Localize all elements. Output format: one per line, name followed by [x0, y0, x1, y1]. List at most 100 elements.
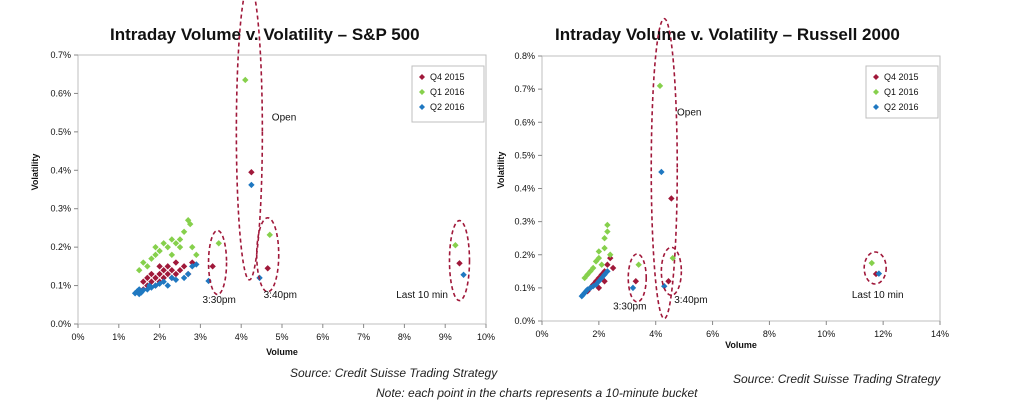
legend-marker-q2-2016 — [873, 104, 879, 110]
x-tick-label: 0% — [71, 332, 84, 342]
data-point-q1-2016 — [604, 228, 611, 235]
data-point-q1-2016 — [180, 228, 188, 235]
y-tick-label: 0.6% — [514, 117, 535, 127]
data-point-q1-2016 — [140, 259, 147, 266]
data-point-q4-2015 — [152, 274, 159, 282]
x-tick-label: 1% — [112, 332, 125, 342]
data-point-q2-2016 — [604, 268, 611, 275]
data-point-q4-2015 — [668, 195, 675, 202]
annotation-label: Open — [677, 108, 701, 119]
legend-marker-q2-2016 — [419, 104, 425, 110]
data-point-q2-2016 — [164, 282, 171, 289]
y-axis-label: Volatility — [30, 154, 40, 191]
x-tick-label: 2% — [592, 329, 605, 339]
data-point-q2-2016 — [180, 274, 188, 282]
annotation-label: 3:40pm — [264, 290, 297, 301]
highlight-ellipse — [235, 0, 264, 281]
data-point-q1-2016 — [164, 243, 171, 251]
source-note-left: Source: Credit Suisse Trading Strategy — [290, 366, 498, 380]
data-point-q4-2015 — [156, 270, 163, 278]
data-point-q4-2015 — [248, 169, 255, 176]
data-point-q1-2016 — [656, 82, 664, 90]
data-point-q2-2016 — [658, 168, 665, 176]
highlight-ellipse — [255, 217, 280, 293]
annotation-label: Open — [272, 112, 296, 123]
legend-label-q4-2015: Q4 2015 — [430, 72, 465, 82]
data-point-q4-2015 — [665, 278, 672, 285]
data-point-q1-2016 — [156, 247, 163, 255]
highlight-ellipse — [627, 253, 648, 303]
data-point-q1-2016 — [148, 255, 155, 262]
y-tick-label: 0.2% — [50, 242, 71, 252]
x-tick-label: 3% — [194, 332, 207, 342]
source-note-right: Source: Credit Suisse Trading Strategy — [733, 372, 941, 386]
y-tick-label: 0.0% — [514, 316, 535, 326]
x-tick-label: 5% — [275, 332, 288, 342]
y-tick-label: 0.7% — [514, 84, 535, 94]
y-tick-label: 0.4% — [50, 165, 71, 175]
x-tick-label: 9% — [439, 332, 452, 342]
y-tick-label: 0.3% — [50, 204, 71, 214]
y-tick-label: 0.6% — [50, 88, 71, 98]
data-point-q4-2015 — [140, 278, 147, 285]
data-point-q1-2016 — [172, 240, 180, 247]
y-tick-label: 0.4% — [514, 184, 535, 194]
russell2000-chart-title: Intraday Volume v. Volatility – Russell … — [555, 25, 900, 44]
data-point-q2-2016 — [172, 276, 180, 284]
y-tick-label: 0.0% — [50, 319, 71, 329]
data-point-q1-2016 — [144, 263, 151, 270]
x-tick-label: 4% — [235, 332, 248, 342]
y-axis-label: Volatility — [496, 152, 506, 189]
data-point-q1-2016 — [152, 251, 159, 259]
data-point-q4-2015 — [160, 267, 167, 274]
annotation-label: Last 10 min — [396, 290, 448, 301]
highlight-ellipse — [650, 17, 679, 320]
data-point-q2-2016 — [595, 278, 603, 285]
data-point-q1-2016 — [168, 236, 176, 243]
data-point-q4-2015 — [609, 264, 617, 272]
x-tick-label: 10% — [817, 329, 835, 339]
data-point-q2-2016 — [875, 270, 883, 277]
legend-marker-q1-2016 — [873, 89, 879, 95]
data-point-q4-2015 — [456, 260, 463, 267]
y-tick-label: 0.1% — [514, 283, 535, 293]
data-point-q4-2015 — [144, 274, 151, 282]
data-point-q4-2015 — [632, 278, 640, 285]
data-point-q2-2016 — [460, 271, 467, 279]
data-point-q4-2015 — [172, 259, 180, 266]
x-tick-label: 2% — [153, 332, 166, 342]
data-point-q1-2016 — [589, 264, 597, 272]
x-tick-label: 0% — [535, 329, 548, 339]
annotation-label: 3:30pm — [202, 295, 235, 306]
legend-label-q4-2015: Q4 2015 — [884, 72, 919, 82]
data-point-q1-2016 — [607, 251, 614, 258]
data-point-q1-2016 — [587, 268, 594, 275]
data-point-q1-2016 — [176, 243, 184, 251]
data-point-q1-2016 — [635, 261, 642, 268]
x-tick-label: 7% — [357, 332, 370, 342]
data-point-q2-2016 — [148, 284, 155, 291]
data-point-q1-2016 — [669, 254, 676, 262]
data-point-q4-2015 — [168, 267, 176, 274]
data-point-q4-2015 — [160, 274, 167, 282]
x-tick-label: 6% — [316, 332, 329, 342]
data-point-q1-2016 — [595, 248, 603, 255]
data-point-q1-2016 — [601, 234, 608, 242]
x-axis-label: Volume — [725, 340, 757, 350]
data-point-q1-2016 — [452, 242, 459, 249]
sp500-scatter-chart: 0.0% 0.1% 0.2% 0.3% 0.4% 0.5% 0.6% 0.7% 0% 1% 2% 3%… — [30, 0, 495, 357]
x-tick-label: 8% — [763, 329, 776, 339]
x-tick-label: 14% — [931, 329, 949, 339]
highlight-ellipse — [207, 229, 228, 296]
legend-box — [411, 65, 485, 123]
data-point-q4-2015 — [172, 270, 180, 278]
data-point-q1-2016 — [184, 217, 192, 224]
legend-label-q1-2016: Q1 2016 — [884, 87, 919, 97]
y-tick-label: 0.8% — [514, 51, 535, 61]
data-point-q4-2015 — [148, 270, 155, 278]
data-point-q1-2016 — [601, 244, 608, 252]
x-tick-label: 6% — [706, 329, 719, 339]
x-tick-label: 12% — [874, 329, 892, 339]
data-point-q2-2016 — [168, 274, 176, 282]
x-tick-label: 8% — [398, 332, 411, 342]
